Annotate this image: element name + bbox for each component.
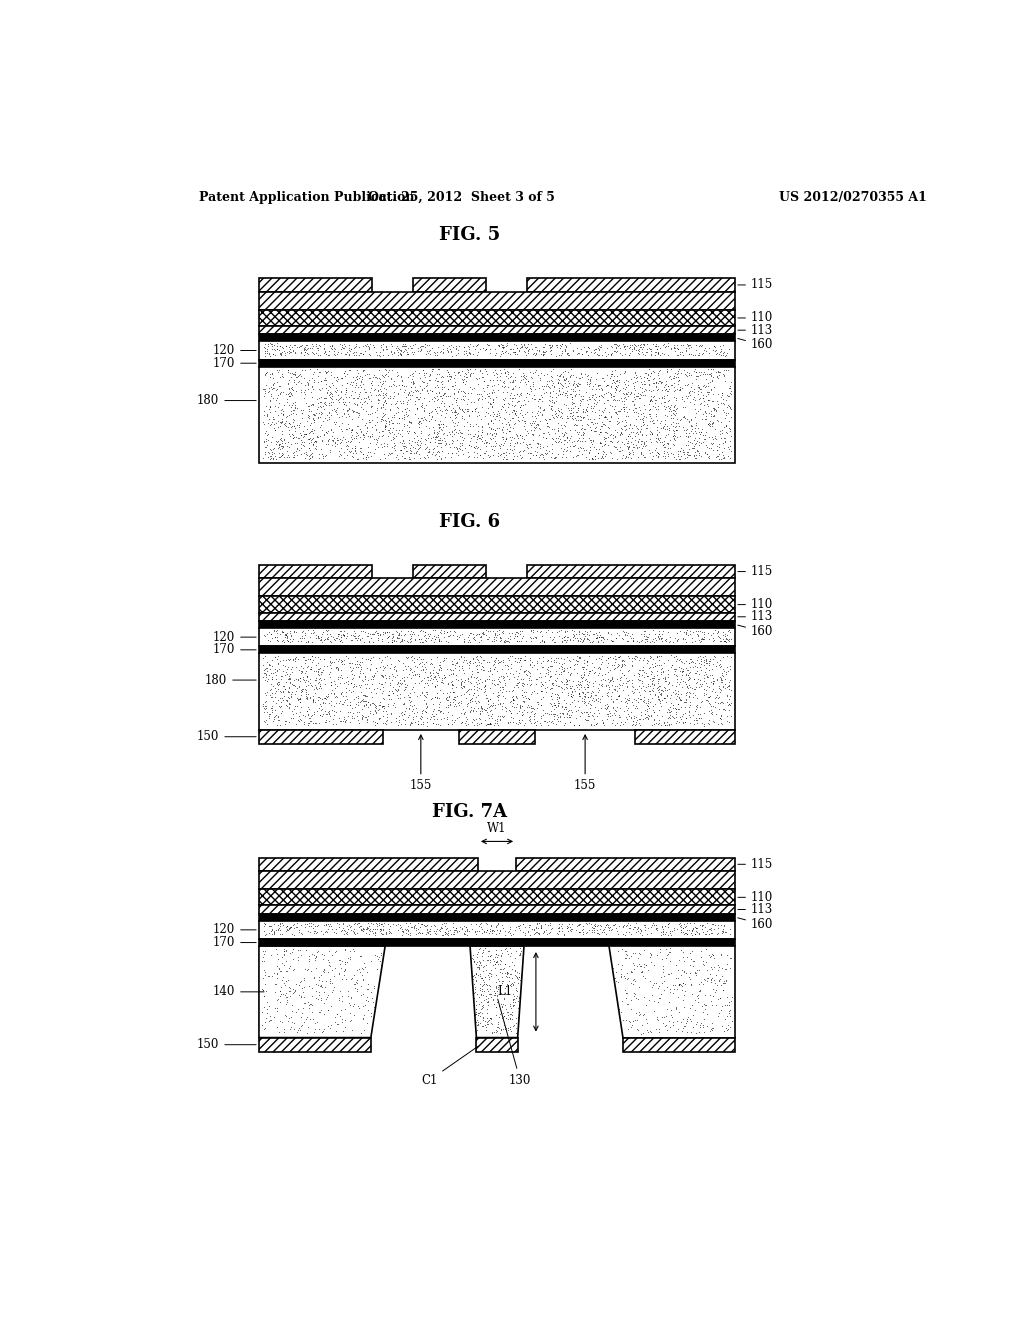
Bar [635, 730, 735, 744]
Bar [259, 939, 735, 946]
Polygon shape [470, 946, 524, 1038]
Text: 113: 113 [738, 610, 773, 623]
Text: US 2012/0270355 A1: US 2012/0270355 A1 [778, 190, 927, 203]
Text: 155: 155 [573, 735, 596, 792]
Text: 110: 110 [738, 312, 773, 325]
Bar [259, 871, 735, 890]
Bar [476, 1038, 518, 1052]
Bar [413, 279, 486, 292]
Bar [259, 906, 735, 913]
Bar [259, 612, 735, 620]
Text: L1: L1 [497, 985, 512, 998]
Bar [259, 858, 478, 871]
Text: 150: 150 [197, 730, 256, 743]
Bar [527, 565, 735, 578]
Text: 110: 110 [738, 891, 773, 904]
Bar [527, 279, 735, 292]
Text: 160: 160 [737, 626, 773, 638]
Bar [259, 359, 735, 367]
Polygon shape [609, 946, 735, 1038]
Bar [259, 578, 735, 597]
Text: 113: 113 [738, 323, 773, 337]
Text: 120: 120 [213, 345, 256, 356]
Text: 113: 113 [738, 903, 773, 916]
Bar [259, 890, 735, 906]
Bar [624, 1038, 735, 1052]
Text: 110: 110 [738, 598, 773, 611]
Bar [259, 647, 735, 653]
Text: 170: 170 [213, 643, 256, 656]
Text: 180: 180 [197, 395, 256, 407]
Text: 120: 120 [213, 631, 256, 644]
Text: 115: 115 [738, 858, 773, 871]
Text: 155: 155 [410, 735, 432, 792]
Bar [259, 597, 735, 612]
Bar [259, 653, 735, 730]
Text: 150: 150 [197, 1039, 256, 1051]
Text: 140: 140 [213, 985, 264, 998]
Text: FIG. 7A: FIG. 7A [432, 803, 507, 821]
Text: 180: 180 [205, 673, 256, 686]
Bar [259, 326, 735, 334]
Bar [259, 620, 735, 628]
Text: 120: 120 [213, 924, 256, 936]
Bar [259, 342, 735, 359]
Text: FIG. 6: FIG. 6 [438, 513, 500, 531]
Text: Patent Application Publication: Patent Application Publication [200, 190, 415, 203]
Text: Oct. 25, 2012  Sheet 3 of 5: Oct. 25, 2012 Sheet 3 of 5 [368, 190, 555, 203]
Bar [259, 279, 372, 292]
Bar [259, 1038, 371, 1052]
Bar [259, 913, 735, 921]
Bar [259, 628, 735, 647]
Bar [259, 367, 735, 463]
Bar [259, 292, 735, 310]
Text: 115: 115 [738, 565, 773, 578]
Bar [413, 565, 486, 578]
Text: 115: 115 [738, 279, 773, 292]
Text: C1: C1 [421, 1047, 478, 1086]
Bar [516, 858, 735, 871]
Text: 160: 160 [737, 338, 773, 351]
Text: 170: 170 [213, 936, 256, 949]
Text: 130: 130 [498, 999, 531, 1086]
Bar [459, 730, 536, 744]
Polygon shape [259, 946, 385, 1038]
Text: FIG. 5: FIG. 5 [438, 226, 500, 244]
Bar [259, 310, 735, 326]
Text: W1: W1 [487, 822, 507, 834]
Bar [259, 730, 383, 744]
Text: 160: 160 [737, 917, 773, 931]
Bar [259, 921, 735, 939]
Text: 170: 170 [213, 356, 256, 370]
Bar [259, 334, 735, 342]
Bar [259, 565, 372, 578]
